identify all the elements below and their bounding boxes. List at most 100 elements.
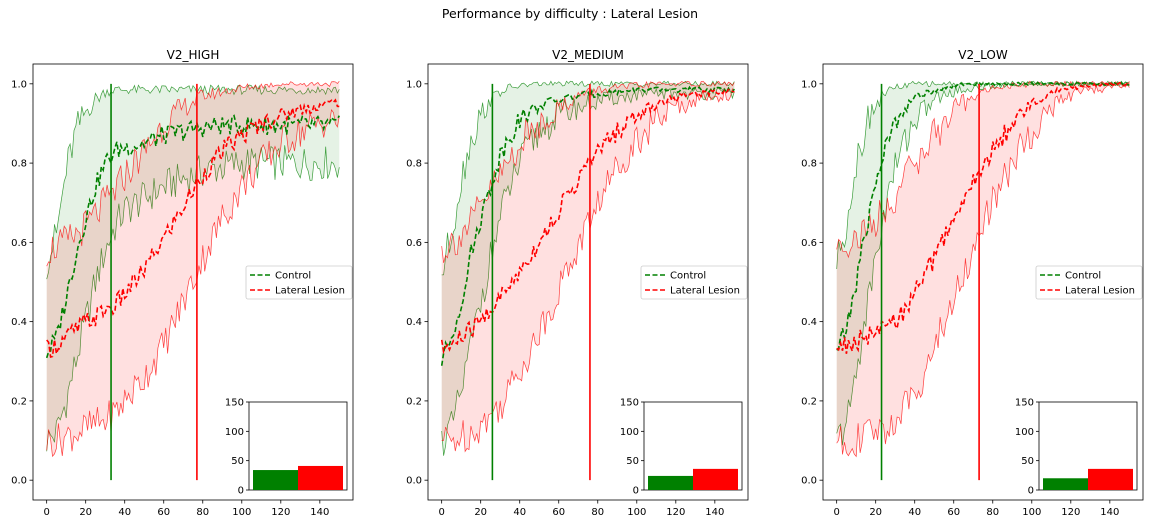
- inset-y-tick-label: 50: [626, 456, 639, 467]
- legend: Control Lateral Lesion: [640, 265, 748, 300]
- panel-v2-high: V2_HIGH 0 20 40 60 80 100 120 140 0.0 0.2 0.4 0.6 0.8…: [11, 48, 354, 518]
- y-tick-label: 0.2: [11, 396, 27, 407]
- inset-bar-chart: 0 50 100 150: [225, 398, 348, 497]
- inset-bar-lesion: [1088, 468, 1133, 490]
- axes-frame: [32, 63, 354, 501]
- y-tick-label: 0.4: [801, 317, 817, 328]
- upper-bound-line-lesion: [836, 80, 1130, 259]
- x-tick-label: 40: [513, 507, 526, 518]
- inset-bar-chart: 0 50 100 150: [1015, 398, 1138, 497]
- lower-bound-line-control: [46, 145, 340, 452]
- x-tick-label: 80: [591, 507, 604, 518]
- inset-y-tick-label: 150: [225, 398, 244, 409]
- upper-bound-line-lesion: [441, 80, 735, 263]
- mean-line-lesion: [440, 88, 735, 355]
- lower-bound-line-lesion: [46, 109, 340, 458]
- y-tick-label: 1.0: [406, 79, 422, 90]
- y-tick-label: 0.6: [11, 238, 27, 249]
- x-tick-label: 120: [1061, 507, 1080, 518]
- plot-area: [836, 80, 1130, 458]
- inset-y-tick-label: 0: [238, 486, 244, 497]
- y-tick-label: 0.4: [406, 317, 422, 328]
- inset-y-tick-label: 0: [1028, 486, 1034, 497]
- legend-label-lesion: Lateral Lesion: [670, 286, 740, 297]
- upper-bound-line-control: [441, 80, 735, 276]
- inset-bar-control: [253, 470, 298, 490]
- x-tick-label: 40: [908, 507, 921, 518]
- x-tick-label: 20: [869, 507, 882, 518]
- y-tick-label: 0.2: [406, 396, 422, 407]
- x-tick-label: 60: [157, 507, 170, 518]
- x-tick-label: 80: [986, 507, 999, 518]
- x-tick-label: 140: [310, 507, 329, 518]
- y-tick-label: 0.0: [406, 476, 422, 487]
- legend-box: [1035, 265, 1143, 300]
- panel-title: V2_MEDIUM: [552, 48, 624, 62]
- legend-label-lesion: Lateral Lesion: [275, 286, 345, 297]
- x-tick-label: 20: [474, 507, 487, 518]
- plot-area: [45, 80, 340, 458]
- inset-bar-lesion: [693, 468, 738, 490]
- x-tick-label: 100: [232, 507, 251, 518]
- x-tick-label: 100: [627, 507, 646, 518]
- y-tick-label: 0.0: [801, 476, 817, 487]
- x-tick-label: 0: [438, 507, 444, 518]
- figure-suptitle: Performance by difficulty : Lateral Lesi…: [442, 6, 698, 21]
- y-tick-label: 0.8: [801, 159, 817, 170]
- inset-y-tick-label: 100: [225, 427, 244, 438]
- x-tick-label: 80: [196, 507, 209, 518]
- inset-y-tick-label: 0: [633, 486, 639, 497]
- band-lesion: [836, 81, 1130, 457]
- legend-label-control: Control: [1065, 271, 1101, 282]
- y-tick-label: 0.2: [801, 396, 817, 407]
- y-tick-label: 0.8: [406, 159, 422, 170]
- axes-frame: [822, 63, 1144, 501]
- x-tick-label: 0: [833, 507, 839, 518]
- upper-bound-line-control: [46, 84, 340, 280]
- panel-title: V2_HIGH: [167, 48, 220, 62]
- y-tick-label: 0.4: [11, 317, 27, 328]
- inset-y-tick-label: 100: [1015, 427, 1034, 438]
- axes-frame: [427, 63, 749, 501]
- inset-y-tick-label: 50: [1021, 456, 1034, 467]
- band-control: [46, 85, 340, 452]
- band-lesion: [441, 81, 735, 452]
- y-tick-label: 0.0: [11, 476, 27, 487]
- lower-bound-line-control: [441, 87, 735, 456]
- legend: Control Lateral Lesion: [245, 265, 353, 300]
- y-tick-label: 0.6: [406, 238, 422, 249]
- panels: V2_HIGH 0 20 40 60 80 100 120 140 0.0 0.2 0.4 0.6 0.8…: [11, 48, 1144, 518]
- inset-bar-lesion: [298, 465, 343, 490]
- x-tick-label: 120: [271, 507, 290, 518]
- x-tick-label: 40: [118, 507, 131, 518]
- upper-bound-line-control: [836, 80, 1130, 270]
- x-tick-label: 60: [947, 507, 960, 518]
- lower-bound-line-lesion: [441, 87, 735, 453]
- panel-v2-medium: V2_MEDIUM 0 20 40 60 80 100 120 140 0.0 0.2 0.4 0.6 0…: [406, 48, 749, 518]
- inset-y-tick-label: 150: [620, 398, 639, 409]
- x-tick-label: 0: [43, 507, 49, 518]
- x-tick-label: 20: [79, 507, 92, 518]
- x-tick-label: 140: [1100, 507, 1119, 518]
- panel-title: V2_LOW: [958, 48, 1008, 62]
- inset-y-tick-label: 150: [1015, 398, 1034, 409]
- inset-bar-control: [1043, 478, 1088, 490]
- inset-y-tick-label: 100: [620, 427, 639, 438]
- plot-area: [440, 80, 735, 456]
- x-tick-label: 140: [705, 507, 724, 518]
- y-tick-label: 0.8: [11, 159, 27, 170]
- y-tick-label: 0.6: [801, 238, 817, 249]
- lower-bound-line-lesion: [836, 82, 1130, 458]
- y-tick-label: 1.0: [11, 79, 27, 90]
- legend-box: [245, 265, 353, 300]
- mean-line-control: [836, 81, 1130, 351]
- y-tick-label: 1.0: [801, 79, 817, 90]
- legend-box: [640, 265, 748, 300]
- upper-bound-line-lesion: [46, 80, 340, 267]
- band-lesion: [46, 81, 340, 457]
- legend-label-control: Control: [670, 271, 706, 282]
- x-tick-label: 100: [1022, 507, 1041, 518]
- legend-label-control: Control: [275, 271, 311, 282]
